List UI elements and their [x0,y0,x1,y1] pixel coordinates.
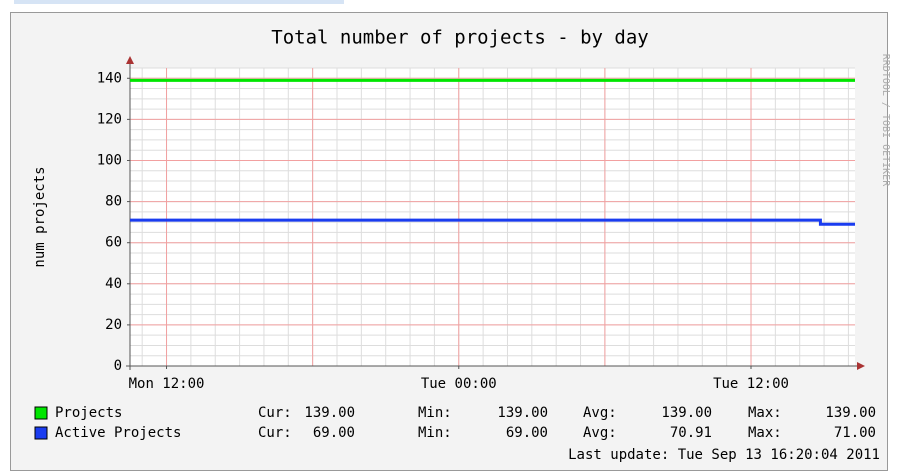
x-tick-label: Mon 12:00 [129,376,205,392]
stat-value: 139.00 [304,405,355,421]
legend-swatch [34,406,48,420]
x-tick-label: Tue 12:00 [713,376,789,392]
stat-value: 139.00 [661,405,712,421]
y-tick-label: 120 [97,111,122,127]
link-bar [14,0,344,4]
stat-value: 139.00 [497,405,548,421]
x-axis-arrow [857,362,865,370]
chart-title: Total number of projects - by day [271,27,649,49]
y-tick-label: 40 [105,276,122,292]
stat-label: Cur: [258,425,292,441]
last-update: Last update: Tue Sep 13 16:20:04 2011 [568,447,880,463]
y-tick-label: 140 [97,70,122,86]
series-line [130,218,855,226]
x-tick-label: Tue 00:00 [421,376,497,392]
y-axis-arrow [126,56,134,64]
stat-label: Min: [418,425,452,441]
y-tick-label: 100 [97,152,122,168]
plot-area [130,68,855,366]
watermark: RRDTOOL / TOBI OETIKER [880,54,891,187]
y-tick-label: 80 [105,194,122,210]
stat-label: Max: [748,405,782,421]
legend-label: Projects [55,405,122,421]
stat-label: Max: [748,425,782,441]
stat-label: Avg: [583,425,617,441]
stat-value: 70.91 [670,425,712,441]
y-tick-label: 0 [114,358,122,374]
legend-label: Active Projects [55,425,181,441]
stat-label: Min: [418,405,452,421]
stat-value: 69.00 [313,425,355,441]
stat-value: 139.00 [825,405,876,421]
stat-label: Avg: [583,405,617,421]
y-axis-label: num projects [32,166,48,267]
y-tick-label: 20 [105,317,122,333]
stat-value: 69.00 [506,425,548,441]
stat-value: 71.00 [834,425,876,441]
stat-label: Cur: [258,405,292,421]
y-tick-label: 60 [105,235,122,251]
legend-swatch [34,426,48,440]
